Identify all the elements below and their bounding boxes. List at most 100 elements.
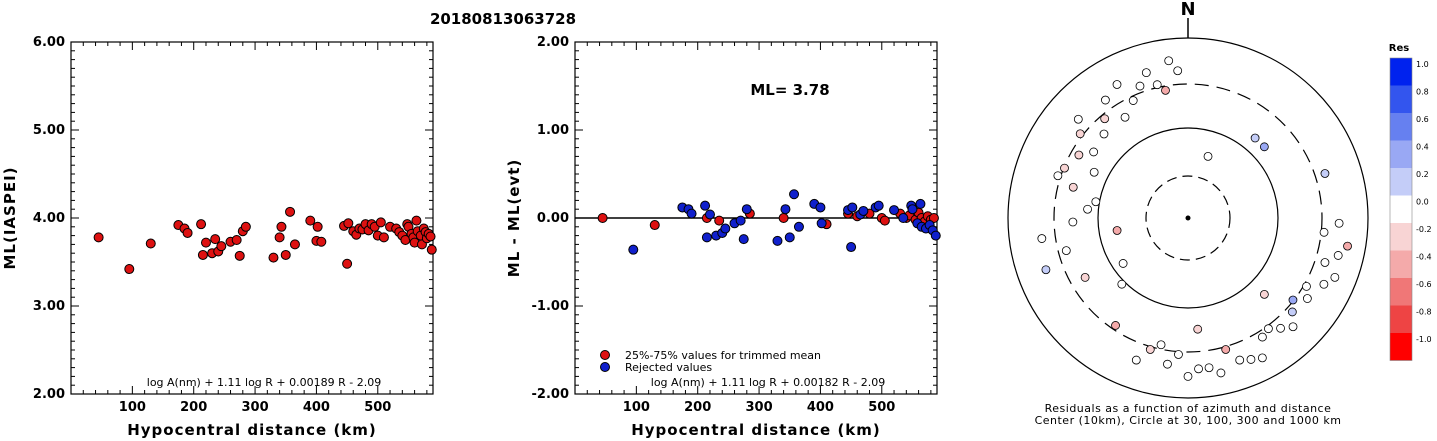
station-marker [1037, 234, 1047, 243]
left-x-tick-label: 100 [119, 400, 146, 415]
polar-caption-line2: Center (10km), Circle at 30, 100, 300 an… [1035, 414, 1342, 427]
left-formula: log A(nm) + 1.11 log R + 0.00189 R - 2.0… [147, 376, 381, 389]
station-marker [1118, 259, 1128, 268]
legend-marker [600, 362, 610, 372]
left-data-point [210, 234, 221, 245]
station-marker [1152, 80, 1162, 90]
right-x-tick-label: 100 [623, 400, 650, 415]
right-y-tick-label: 0.00 [537, 211, 569, 226]
rejected-point [889, 205, 900, 216]
station-marker [1060, 163, 1069, 173]
rejected-point [847, 202, 858, 213]
colorbar-label: -0.6 [1416, 280, 1432, 289]
left-data-point [216, 241, 227, 252]
rejected-point [686, 208, 697, 219]
rejected-point [735, 215, 746, 226]
legend-label: 25%-75% values for trimmed mean [625, 349, 821, 362]
colorbar-title: Res [1389, 43, 1409, 54]
colorbar-cell [1390, 140, 1412, 168]
colorbar-label: 0.0 [1416, 197, 1429, 206]
station-marker [1101, 95, 1110, 105]
rejected-point [628, 244, 639, 255]
ring-30km [1145, 175, 1231, 261]
left-data-point [145, 238, 156, 249]
station-marker [1073, 114, 1083, 124]
station-marker [1135, 81, 1145, 91]
left-x-tick-label: 300 [241, 400, 268, 415]
left-data-point [196, 219, 207, 230]
station-marker [1174, 350, 1183, 359]
ring-100km [1097, 127, 1279, 309]
station-marker [1250, 133, 1260, 143]
station-marker [1333, 251, 1343, 260]
colorbar-cell [1390, 195, 1412, 223]
station-marker [1288, 295, 1298, 305]
rejected-point [930, 230, 941, 241]
colorbar-label: 0.6 [1416, 115, 1429, 124]
colorbar-label: 1.0 [1416, 60, 1429, 69]
right-y-tick-label: -1.00 [532, 299, 569, 314]
rejected-point [816, 218, 827, 229]
right-residual-plot: -2.00 -1.00 0.00 1.00 2.00 100 200 300 400 500 Hyp… [505, 35, 941, 439]
station-marker [1074, 150, 1084, 160]
station-marker [1221, 345, 1231, 354]
station-marker [1041, 265, 1051, 275]
station-marker [1302, 294, 1312, 303]
colorbar-label: -0.2 [1416, 225, 1432, 234]
station-marker [1091, 197, 1101, 207]
left-x-tick-label: 400 [303, 400, 330, 415]
colorbar-cell [1390, 278, 1412, 306]
station-marker [1163, 359, 1172, 369]
north-label: N [1180, 0, 1195, 20]
legend-label: Rejected values [625, 361, 712, 374]
right-formula: log A(nm) + 1.11 log R + 0.00182 R - 2.0… [651, 376, 885, 389]
left-data-point [280, 249, 291, 260]
left-y-tick-label: 6.00 [33, 35, 65, 50]
right-y-axis-title: ML - ML(evt) [505, 159, 523, 277]
station-marker [1257, 353, 1267, 363]
right-x-tick-label: 300 [745, 400, 772, 415]
trimmed-mean-point [879, 215, 890, 226]
left-data-point [425, 231, 436, 242]
left-data-point [289, 239, 300, 250]
station-marker [1112, 226, 1122, 235]
left-y-tick-label: 2.00 [33, 387, 65, 402]
station-marker [1259, 142, 1269, 152]
station-marker [1235, 355, 1245, 365]
colorbar-cell [1390, 305, 1412, 333]
page-title: 20180813063728 [430, 10, 576, 28]
rejected-point [907, 204, 918, 215]
left-data-point [93, 232, 104, 243]
trimmed-mean-point [597, 213, 608, 223]
rejected-point [784, 232, 795, 243]
right-x-tick-label: 200 [684, 400, 711, 415]
left-data-point [240, 221, 251, 232]
ml-annotation: ML= 3.78 [750, 81, 829, 99]
station-marker [1145, 345, 1155, 354]
colorbar-label: -1.0 [1416, 335, 1432, 344]
right-y-tick-label: 1.00 [537, 123, 569, 138]
station-marker [1164, 56, 1174, 66]
left-data-point [316, 236, 327, 247]
station-marker [1259, 289, 1269, 299]
rejected-point [738, 234, 749, 245]
colorbar-label: 0.8 [1416, 87, 1429, 96]
left-x-tick-label: 200 [180, 400, 207, 415]
station-marker [1083, 204, 1092, 214]
station-marker [1216, 368, 1226, 378]
station-marker [1320, 258, 1330, 267]
colorbar-cell [1390, 333, 1412, 361]
rejected-point [846, 242, 857, 253]
colorbar-cell [1390, 85, 1412, 113]
station-marker [1100, 114, 1110, 124]
epicenter-dot [1185, 215, 1191, 221]
left-data-point [268, 252, 279, 263]
station-marker [1173, 66, 1183, 76]
station-marker [1334, 218, 1344, 228]
left-data-point [197, 249, 208, 260]
station-marker [1246, 355, 1256, 364]
left-data-point [276, 221, 287, 232]
left-data-point [305, 215, 316, 226]
right-x-tick-label: 400 [807, 400, 834, 415]
station-marker [1089, 147, 1099, 157]
